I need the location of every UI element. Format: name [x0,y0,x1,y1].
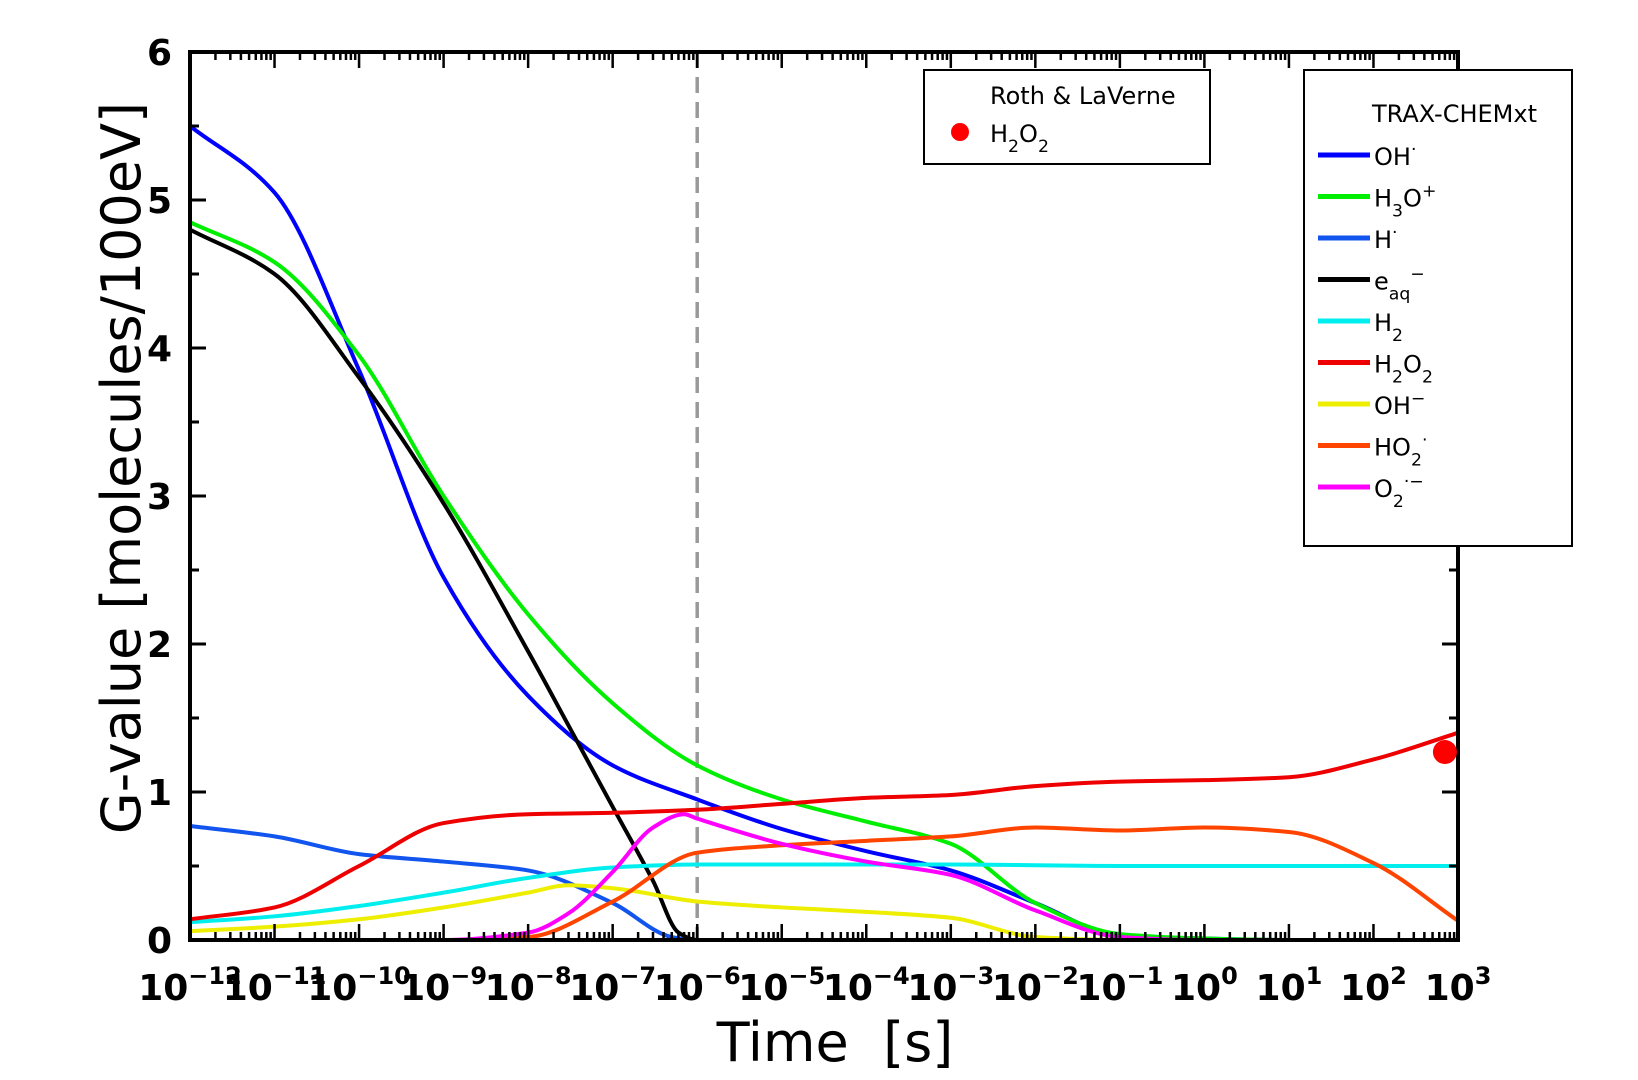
legend-label-H2: H2 [1374,309,1403,346]
plot-frame [188,50,1460,942]
y-tick-label: 4 [147,329,172,370]
series-legend-title: TRAX-CHEMxt [1371,100,1537,128]
series-line-H2 [189,862,1458,925]
x-tick-label: 10−5 [738,962,825,1009]
x-tick-label: 101 [1256,962,1323,1009]
x-tick-label: 10−7 [569,962,656,1009]
legend-label-HO2: HO2· [1374,431,1427,471]
x-tick-label: 100 [1171,962,1238,1009]
reference-legend-label: H2O2 [990,120,1049,157]
x-tick-label: 102 [1340,962,1407,1009]
reference-legend: Roth & LaVerne H2O2 [923,69,1211,165]
series-line-H3O [189,220,1458,943]
series-line-O2_minus [190,812,1458,942]
y-axis-title: G-value [molecules/100eV] [90,102,153,834]
x-tick-label: 10−8 [485,962,572,1009]
x-tick-label: 10−4 [823,962,910,1009]
y-axis-title-group: G-value [molecules/100eV] [90,102,153,834]
x-tick-label: 10−6 [654,962,741,1009]
reference-points [1432,740,1457,765]
legend-label-OH_rad: OH· [1374,140,1416,171]
y-tick-label: 0 [147,921,172,962]
y-tick-label: 5 [147,181,172,222]
x-tick-label: 10−2 [992,962,1079,1009]
series-line-HO2 [190,825,1460,942]
x-tick-label: 103 [1425,962,1492,1009]
series-lines [188,124,1460,943]
reference-legend-marker [951,123,969,141]
legend-label-H_rad: H· [1374,223,1398,254]
series-line-e_aq [189,227,1458,943]
series-line-OH_rad [188,124,1458,943]
legend-label-O2_minus: O2·− [1374,472,1424,512]
x-tick-label: 10−9 [400,962,487,1009]
x-tick-label: 10−10 [307,962,411,1009]
plot-axes: 012345610−1210−1110−1010−910−810−710−610… [138,33,1491,1009]
y-tick-label: 2 [147,625,172,666]
reference-legend-title: Roth & LaVerne [990,82,1176,110]
reference-legend-box [923,69,1211,165]
x-axis-title: Time [s] [716,1011,954,1074]
x-tick-label: 10−12 [138,962,242,1009]
legend-label-H3O: H3O+ [1374,182,1436,222]
legend-label-H2O2: H2O2 [1374,351,1433,388]
x-tick-label: 10−3 [907,962,994,1009]
legend-label-e_aq: eaq− [1374,265,1425,305]
y-tick-label: 6 [147,33,172,74]
series-line-OH_minus [189,883,1458,943]
series-line-H2O2 [189,730,1459,922]
y-tick-label: 1 [147,773,172,814]
x-tick-label: 10−11 [223,962,327,1009]
y-tick-label: 3 [147,477,172,518]
legend-label-OH_minus: OH− [1374,389,1425,420]
reference-point-h2o2 [1432,740,1457,765]
x-tick-label: 10−1 [1076,962,1163,1009]
series-legend-box [1303,69,1573,547]
